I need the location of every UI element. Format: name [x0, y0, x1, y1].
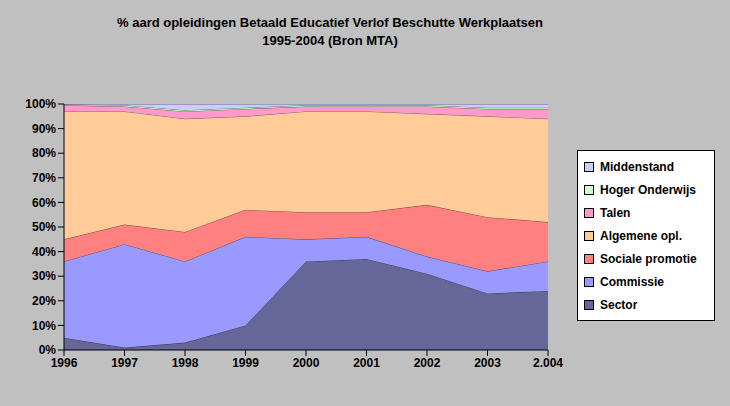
- svg-text:70%: 70%: [32, 171, 56, 185]
- svg-text:10%: 10%: [32, 319, 56, 333]
- svg-text:100%: 100%: [25, 97, 56, 111]
- svg-text:2000: 2000: [293, 356, 320, 370]
- html-text:Middenstand: Middenstand: [600, 159, 674, 174]
- svg-text:2003: 2003: [474, 356, 501, 370]
- html-text:Talen: Talen: [600, 205, 631, 220]
- html-text:Hoger Onderwijs: Hoger Onderwijs: [600, 182, 696, 197]
- svg-text:2002: 2002: [414, 356, 441, 370]
- svg-text:1998: 1998: [172, 356, 199, 370]
- svg-text:1996: 1996: [51, 356, 78, 370]
- svg-text:90%: 90%: [32, 122, 56, 136]
- svg-text:50%: 50%: [32, 220, 56, 234]
- html-text:Commissie: Commissie: [600, 274, 664, 289]
- svg-text:2001: 2001: [353, 356, 380, 370]
- html-text:% aard opleidingen Betaald Edu: % aard opleidingen Betaald Educatief Ver…: [117, 15, 543, 30]
- html-text:1995-2004 (Bron MTA): 1995-2004 (Bron MTA): [262, 33, 398, 48]
- svg-text:60%: 60%: [32, 196, 56, 210]
- svg-text:30%: 30%: [32, 269, 56, 283]
- svg-text:20%: 20%: [32, 294, 56, 308]
- html-text:Algemene opl.: Algemene opl.: [600, 228, 682, 243]
- svg-text:0%: 0%: [39, 343, 57, 357]
- svg-text:2.004: 2.004: [533, 356, 563, 370]
- svg-text:80%: 80%: [32, 146, 56, 160]
- html-text:Sector: Sector: [600, 297, 638, 312]
- html-text:Sociale promotie: Sociale promotie: [600, 251, 697, 266]
- svg-text:40%: 40%: [32, 245, 56, 259]
- svg-text:1999: 1999: [232, 356, 259, 370]
- svg-text:1997: 1997: [111, 356, 138, 370]
